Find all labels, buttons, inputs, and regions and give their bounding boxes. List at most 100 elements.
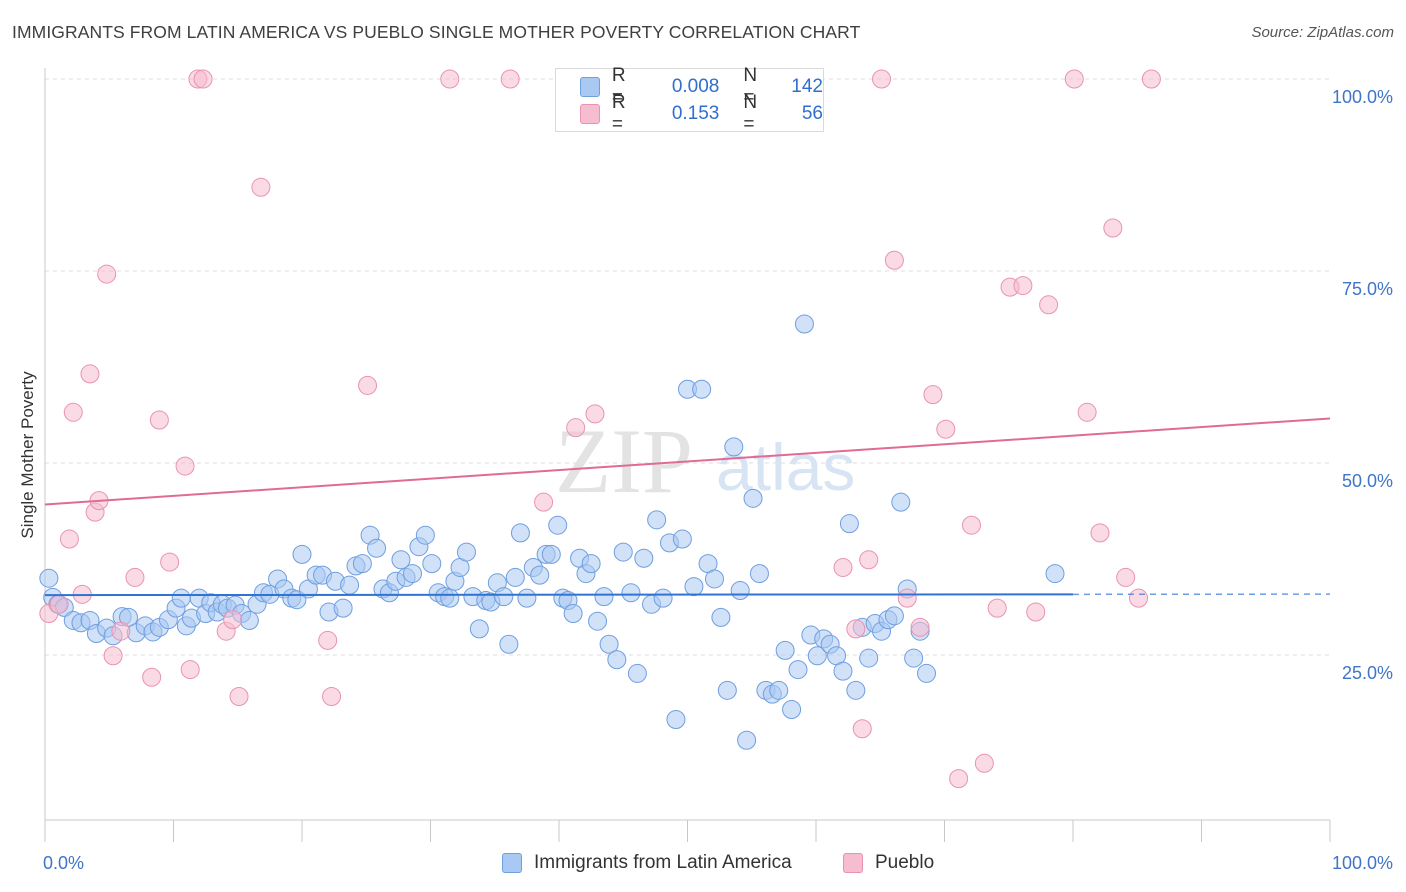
chart-title: IMMIGRANTS FROM LATIN AMERICA VS PUEBLO … (12, 22, 861, 42)
x-tick-label: 100.0% (1332, 853, 1393, 873)
data-point-immigrants (607, 650, 627, 670)
data-point-immigrants (456, 542, 476, 562)
data-point-immigrants (647, 510, 667, 530)
data-point-pueblo (1129, 588, 1149, 608)
data-point-immigrants (782, 700, 802, 720)
y-tick-label: 75.0% (1342, 279, 1393, 299)
legend-r-value: 0.153 (671, 103, 720, 124)
data-point-pueblo (872, 69, 892, 89)
data-point-immigrants (494, 587, 514, 607)
series-immigrants-points (39, 314, 1065, 750)
data-point-immigrants (621, 583, 641, 603)
data-point-immigrants (846, 680, 866, 700)
data-point-pueblo (884, 250, 904, 270)
legend-r-label: R = (611, 65, 626, 108)
data-point-immigrants (403, 564, 423, 584)
data-point-pueblo (111, 621, 131, 641)
data-point-immigrants (692, 379, 712, 399)
data-point-immigrants (859, 648, 879, 668)
legend-swatch-blue (502, 853, 522, 873)
data-point-pueblo (97, 264, 117, 284)
data-point-immigrants (634, 548, 654, 568)
data-point-immigrants (391, 550, 411, 570)
data-point-immigrants (672, 529, 692, 549)
legend-n-label: N = (743, 92, 758, 135)
data-point-pueblo (1090, 523, 1110, 543)
data-point-pueblo (175, 456, 195, 476)
data-point-pueblo (1116, 567, 1136, 587)
data-point-pueblo (585, 404, 605, 424)
data-point-immigrants (833, 661, 853, 681)
legend-label-immigrants: Immigrants from Latin America (534, 852, 792, 873)
x-tick-label: 0.0% (43, 853, 84, 873)
data-point-pueblo (852, 719, 872, 739)
data-point-pueblo (160, 552, 180, 572)
data-point-immigrants (743, 488, 763, 508)
tick-labels: 25.0% 50.0% 75.0% 100.0% 0.0% 100.0% (43, 87, 1393, 873)
data-point-pueblo (500, 69, 520, 89)
data-point-pueblo (1039, 295, 1059, 315)
data-point-immigrants (749, 564, 769, 584)
data-point-pueblo (103, 646, 123, 666)
legend-swatch-pink (843, 853, 863, 873)
data-point-pueblo (318, 630, 338, 650)
data-point-immigrants (563, 604, 583, 624)
bottom-legend-immigrants: Immigrants from Latin America (502, 852, 792, 874)
legend-swatch-pink (580, 104, 600, 124)
legend-n-label: N = (743, 65, 758, 108)
data-point-pueblo (229, 686, 249, 706)
correlation-legend: R = 0.008 N = 142 R = 0.153 N = 56 (555, 65, 824, 135)
trend-lines (44, 417, 1331, 597)
axes (44, 68, 1331, 842)
data-point-pueblo (63, 402, 83, 422)
data-point-immigrants (340, 575, 360, 595)
data-point-immigrants (440, 588, 460, 608)
data-point-pueblo (1013, 276, 1033, 296)
data-point-immigrants (530, 565, 550, 585)
watermark: ZIP atlas (555, 410, 855, 512)
data-point-immigrants (653, 588, 673, 608)
data-point-pueblo (193, 69, 213, 89)
data-point-immigrants (839, 514, 859, 534)
data-point-immigrants (704, 569, 724, 589)
data-point-immigrants (422, 554, 442, 574)
data-point-pueblo (566, 418, 586, 438)
grid-lines (45, 78, 1330, 656)
data-point-immigrants (730, 580, 750, 600)
data-point-pueblo (961, 515, 981, 535)
data-point-pueblo (974, 753, 994, 773)
data-point-pueblo (859, 550, 879, 570)
bottom-legend-pueblo: Pueblo (843, 852, 934, 874)
data-point-immigrants (884, 606, 904, 626)
legend-label-pueblo: Pueblo (875, 852, 935, 873)
data-point-immigrants (711, 607, 731, 627)
legend-r-label: R = (611, 92, 626, 135)
data-point-immigrants (666, 710, 686, 730)
legend-row-immigrants: R = 0.008 N = 142 (580, 65, 823, 108)
data-point-pueblo (846, 619, 866, 639)
data-point-immigrants (415, 525, 435, 545)
source-credit: Source: ZipAtlas.com (1251, 24, 1394, 41)
data-point-pueblo (142, 667, 162, 687)
data-point-pueblo (833, 557, 853, 577)
trend-line-immigrants (44, 593, 1074, 597)
data-point-pueblo (534, 492, 554, 512)
data-point-pueblo (1064, 69, 1084, 89)
data-point-immigrants (684, 577, 704, 597)
data-point-immigrants (588, 611, 608, 631)
data-point-immigrants (599, 634, 619, 654)
data-point-pueblo (125, 567, 145, 587)
data-point-immigrants (469, 619, 489, 639)
data-point-pueblo (223, 610, 243, 630)
data-point-immigrants (171, 588, 191, 608)
data-point-pueblo (180, 660, 200, 680)
legend-swatch-blue (580, 77, 600, 97)
data-point-immigrants (541, 544, 561, 564)
data-point-immigrants (505, 567, 525, 587)
y-axis-label: Single Mother Poverty (18, 371, 37, 539)
data-point-pueblo (987, 598, 1007, 618)
data-point-pueblo (1141, 69, 1161, 89)
data-point-immigrants (724, 437, 744, 457)
data-point-pueblo (1026, 602, 1046, 622)
